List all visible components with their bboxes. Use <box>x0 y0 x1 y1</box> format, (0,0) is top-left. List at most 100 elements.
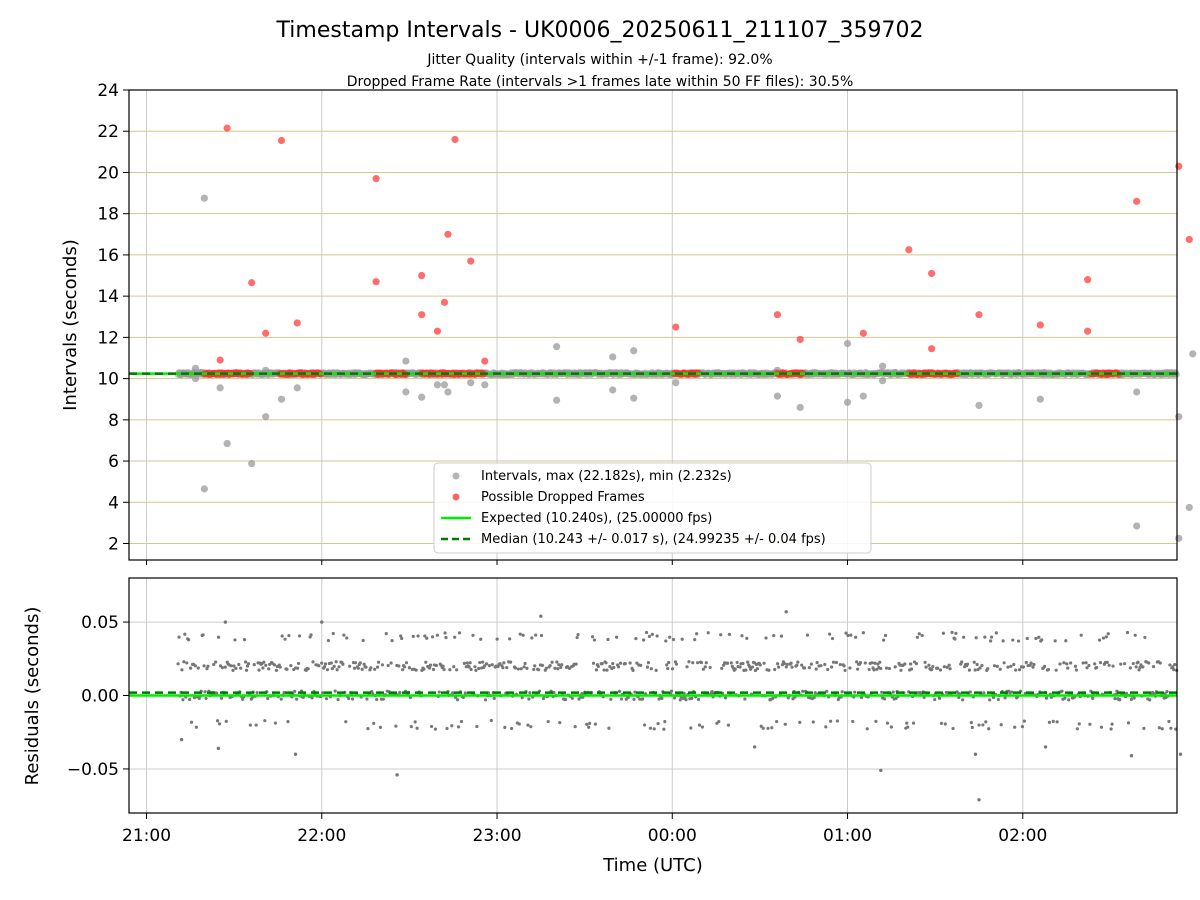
residual-point <box>189 720 194 724</box>
residual-point <box>738 665 742 669</box>
intervals-y-tick-label: 4 <box>108 493 119 513</box>
residual-point <box>939 721 944 725</box>
residual-point <box>691 661 695 665</box>
residual-point <box>1084 661 1088 665</box>
residual-point <box>326 638 331 643</box>
dropped-frame-outlier <box>277 136 286 145</box>
residual-point <box>1042 664 1047 668</box>
residual-point <box>244 668 249 672</box>
residual-point <box>593 722 598 726</box>
residual-point <box>255 691 259 695</box>
residual-point <box>293 689 297 693</box>
residual-point <box>429 663 433 667</box>
residual-point <box>666 667 670 671</box>
residual-point <box>591 661 596 665</box>
residual-point <box>611 662 615 666</box>
x-tick-label: 23:00 <box>473 826 522 846</box>
residual-point <box>462 661 466 666</box>
residual-point <box>710 690 714 694</box>
residual-point <box>617 689 622 693</box>
residual-point <box>1136 660 1140 664</box>
residual-point <box>529 725 533 729</box>
residual-point <box>246 662 251 666</box>
residual-point <box>981 723 985 727</box>
residual-point <box>532 667 536 672</box>
residual-point <box>455 698 460 702</box>
residual-point <box>320 661 324 665</box>
residual-point <box>373 667 377 671</box>
residual-point <box>530 636 534 640</box>
legend: Intervals, max (22.182s), min (2.232s) P… <box>433 462 872 554</box>
residual-point <box>233 638 237 642</box>
residual-point <box>465 661 469 665</box>
residual-point <box>746 660 750 664</box>
residual-point <box>615 635 619 639</box>
residual-point <box>807 666 812 670</box>
residual-point <box>927 663 931 667</box>
residual-point <box>285 667 289 671</box>
interval-outlier-point <box>1185 503 1193 512</box>
residual-point <box>220 666 225 670</box>
residual-point <box>519 667 523 671</box>
residual-point <box>416 634 420 638</box>
residual-point <box>965 662 970 666</box>
residual-point <box>1137 668 1141 672</box>
residual-point <box>1037 635 1041 639</box>
residuals-y-tick-label: 0.00 <box>81 687 119 707</box>
residual-point <box>988 698 992 702</box>
x-tick-label: 02:00 <box>998 826 1047 846</box>
residual-point <box>632 697 636 701</box>
residual-point <box>325 668 330 672</box>
interval-outlier-point <box>1189 350 1197 358</box>
residual-point <box>829 719 833 723</box>
residual-point <box>975 662 979 667</box>
residual-point <box>272 663 277 667</box>
residual-point <box>553 666 557 670</box>
residual-point <box>954 631 958 635</box>
residual-point <box>773 667 777 672</box>
residual-point <box>984 720 988 724</box>
intervals-y-tick-label: 10 <box>97 370 119 390</box>
residual-point <box>217 722 222 726</box>
chart-title: Timestamp Intervals - UK0006_20250611_21… <box>276 18 924 43</box>
residual-point <box>525 666 529 670</box>
residual-point <box>999 723 1003 727</box>
dropped-frame-points <box>200 124 1193 379</box>
residual-point <box>1047 720 1052 724</box>
interval-outlier-point <box>609 353 617 361</box>
residual-outlier-point <box>223 620 228 624</box>
residual-point <box>1046 667 1051 672</box>
residual-point <box>185 661 189 665</box>
residual-point <box>838 662 842 667</box>
residual-point <box>596 664 600 669</box>
residual-point <box>1138 665 1142 670</box>
residuals-panel: 0.05 0.00 −0.05 21:00 22:00 23:00 00:00 01:00 0… <box>22 577 1183 876</box>
residual-point <box>563 697 568 702</box>
dropped-frame-outlier <box>1084 276 1092 284</box>
residual-point <box>652 727 656 731</box>
residual-point <box>289 664 293 668</box>
interval-outlier-point <box>975 401 983 409</box>
residual-point <box>616 665 621 669</box>
dropped-frame-outlier <box>1036 321 1044 329</box>
residuals-y-tick-label: 0.05 <box>81 613 119 633</box>
residual-point <box>194 725 198 729</box>
interval-outlier-point <box>216 384 224 392</box>
residual-point <box>264 663 268 667</box>
legend-box <box>433 462 872 554</box>
residual-point <box>642 723 647 727</box>
residual-point <box>588 721 592 725</box>
residual-point <box>743 697 747 701</box>
residual-point <box>1160 727 1164 731</box>
residual-point <box>575 635 579 640</box>
residual-point <box>842 664 846 668</box>
residual-point <box>889 725 893 729</box>
residual-point <box>413 720 417 724</box>
dropped-frame-outlier <box>1185 235 1193 244</box>
residual-point <box>973 668 977 672</box>
residual-point <box>215 691 219 695</box>
residual-point <box>1044 696 1049 700</box>
residual-point <box>1168 663 1172 667</box>
residual-point <box>509 726 514 731</box>
residual-point <box>828 632 832 636</box>
